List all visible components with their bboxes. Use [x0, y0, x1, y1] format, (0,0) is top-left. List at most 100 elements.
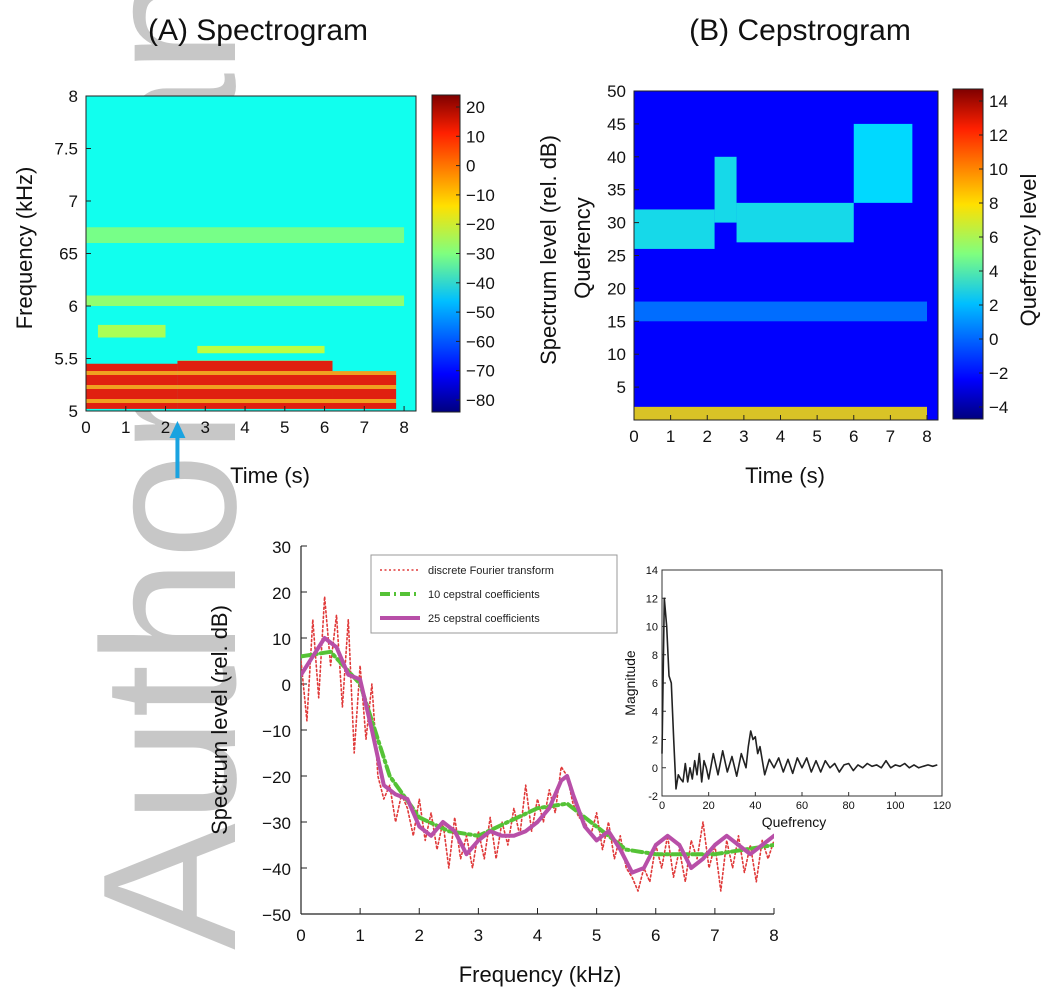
series-line-1 [301, 649, 774, 857]
legend: discrete Fourier transform 10 cepstral co… [370, 554, 618, 634]
y-tick-label: 5 [69, 402, 78, 421]
colorbar-tick-label: 10 [466, 127, 485, 146]
colorbar-tick-label: 2 [989, 296, 998, 315]
x-tick-label: 2 [415, 926, 424, 945]
x-tick-label: 6 [651, 926, 660, 945]
colorbar-gradient [952, 88, 984, 420]
colorbar-tick-label: −2 [989, 364, 1008, 383]
colorbar-tick-label: 6 [989, 228, 998, 247]
heatmap-region-1 [714, 156, 737, 223]
colorbar-tick-label: −4 [989, 398, 1008, 417]
inset-x-tick-label: 40 [749, 800, 761, 812]
x-tick-label: 6 [320, 418, 329, 437]
x-tick-label: 4 [240, 418, 249, 437]
heatmap-region-4 [197, 345, 325, 354]
series-line-2 [301, 636, 774, 875]
y-tick-label: 20 [272, 584, 291, 603]
heatmap-region-2 [736, 202, 854, 243]
cepstrogram-colorbar: 14 12 10 8 6 4 2 0 −2 −4 [952, 88, 1008, 420]
colorbar-tick-label: 0 [989, 330, 998, 349]
heatmap-region-0 [86, 363, 178, 409]
inset-frame [661, 569, 943, 797]
x-tick-label: 1 [355, 926, 364, 945]
inset-y-tick-label: 6 [652, 678, 658, 690]
y-tick-label: 6 [69, 297, 78, 316]
y-tick-label: 35 [607, 181, 626, 200]
colorbar-tick-label: −10 [466, 186, 495, 205]
colorbar-tick-label: 14 [989, 92, 1008, 111]
x-tick-label: 1 [666, 427, 675, 446]
y-tick-label: −20 [262, 768, 291, 787]
x-tick-label: 0 [81, 418, 90, 437]
x-tick-label: 3 [739, 427, 748, 446]
x-tick-label: 3 [201, 418, 210, 437]
colorbar-tick-label: 0 [466, 157, 475, 176]
cepstrogram-xlabel: Time (s) [745, 463, 825, 488]
colorbar-tick-label: −50 [466, 303, 495, 322]
inset-y-tick-label: 14 [646, 565, 658, 577]
inset-xlabel: Quefrency [762, 814, 827, 830]
x-tick-label: 7 [710, 926, 719, 945]
y-tick-label: 7 [69, 192, 78, 211]
y-tick-label: 7.5 [54, 140, 78, 159]
x-tick-label: 8 [769, 926, 778, 945]
colorbar-tick-label: 10 [989, 160, 1008, 179]
inset-x-tick-label: 20 [703, 800, 715, 812]
y-tick-label: 45 [607, 115, 626, 134]
spectrum-plot: 0 1 2 3 4 5 6 7 83020100−10−20−30−40−50discrete … [262, 538, 779, 945]
heatmap-region-2 [332, 371, 397, 409]
y-tick-label: 10 [272, 630, 291, 649]
heatmap-background [86, 96, 416, 411]
spectrogram-colorbar: 20 10 0 −10 −20 −30 −40 −50 −60 −70 −80 [431, 94, 495, 413]
colorbar-tick-label: 4 [989, 262, 998, 281]
x-tick-label: 4 [533, 926, 542, 945]
cepstrogram-panel: (B) Cepstrogram 0 1 2 3 4 5 6 7 8510152025303540… [570, 14, 1041, 488]
heatmap-region-3 [97, 324, 166, 338]
inset-x-tick-label: 100 [886, 800, 904, 812]
inset-y-tick-label: -2 [648, 791, 658, 803]
heatmap-region-3 [853, 123, 913, 203]
y-tick-label: 30 [272, 538, 291, 557]
arrow-head [169, 421, 186, 438]
y-tick-label: 8 [69, 87, 78, 106]
inset-series-line [661, 597, 938, 790]
spectrogram-colorbar-label: Spectrum level (rel. dB) [536, 135, 561, 365]
cepstrogram-title: (B) Cepstrogram [689, 14, 911, 47]
colorbar-tick-label: 12 [989, 126, 1008, 145]
y-tick-label: −50 [262, 906, 291, 925]
colorbar-tick-label: −20 [466, 215, 495, 234]
colorbar-tick-label: 8 [989, 194, 998, 213]
x-tick-label: 5 [280, 418, 289, 437]
heatmap-region-0 [634, 209, 715, 249]
x-tick-label: 1 [121, 418, 130, 437]
y-tick-label: 30 [607, 214, 626, 233]
spectrogram-xlabel: Time (s) [230, 463, 310, 488]
y-tick-label: −40 [262, 860, 291, 879]
inset-y-tick-label: 4 [652, 706, 658, 718]
y-tick-label: 5.5 [54, 350, 78, 369]
spectrum-ylabel: Spectrum level (rel. dB) [207, 605, 232, 835]
x-tick-label: 8 [399, 418, 408, 437]
legend-label-0: discrete Fourier transform [428, 565, 554, 577]
x-tick-label: 2 [703, 427, 712, 446]
heatmap-region-5 [86, 295, 405, 306]
inset-x-tick-label: 120 [933, 800, 951, 812]
colorbar-tick-label: −60 [466, 332, 495, 351]
x-tick-label: 4 [776, 427, 785, 446]
x-tick-label: 3 [474, 926, 483, 945]
y-tick-label: 0 [282, 676, 291, 695]
y-tick-label: 5 [617, 378, 626, 397]
inset-y-tick-label: 8 [652, 650, 658, 662]
spectrogram-title: (A) Spectrogram [148, 14, 368, 47]
cepstrogram-colorbar-label: Quefrency level [1016, 174, 1041, 327]
x-tick-label: 5 [592, 926, 601, 945]
x-tick-label: 2 [161, 418, 170, 437]
colorbar-tick-label: −70 [466, 362, 495, 381]
y-tick-label: −30 [262, 814, 291, 833]
y-tick-label: 20 [607, 279, 626, 298]
spectrum-panel: 0 1 2 3 4 5 6 7 83020100−10−20−30−40−50discrete … [207, 538, 951, 987]
inset-y-tick-label: 12 [646, 593, 658, 605]
spectrogram-plot: 0 1 2 3 4 5 6 7 8 5 5.5 6 65 7 7.5 8 [54, 87, 417, 437]
inset-x-tick-label: 60 [796, 800, 808, 812]
